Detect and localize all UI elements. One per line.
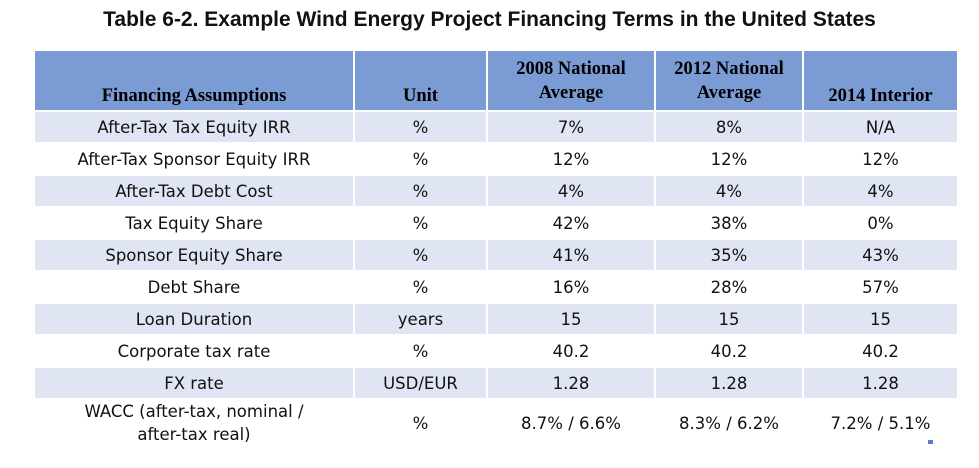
row-unit: %	[353, 142, 488, 176]
table-row: FX rate USD/EUR 1.28 1.28 1.28	[33, 366, 959, 400]
cell-2008: 40.2	[486, 334, 656, 368]
row-label-line1: WACC (after-tax, nominal /	[84, 402, 304, 421]
header-2008-line2: Average	[538, 82, 604, 103]
row-label: WACC (after-tax, nominal / after-tax rea…	[33, 398, 355, 448]
row-label: Sponsor Equity Share	[33, 238, 355, 272]
row-label: After-Tax Sponsor Equity IRR	[33, 142, 355, 176]
row-unit: years	[353, 302, 488, 336]
cell-2012: 4%	[654, 174, 804, 208]
table-title: Table 6-2. Example Wind Energy Project F…	[103, 8, 876, 31]
row-unit: %	[353, 174, 488, 208]
cell-2014: 1.28	[802, 366, 959, 400]
table-row: Corporate tax rate % 40.2 40.2 40.2	[33, 334, 959, 368]
table-row: Debt Share % 16% 28% 57%	[33, 270, 959, 304]
row-label: Tax Equity Share	[33, 206, 355, 240]
table-row: After-Tax Debt Cost % 4% 4% 4%	[33, 174, 959, 208]
cell-2012: 12%	[654, 142, 804, 176]
row-unit: %	[353, 110, 488, 144]
cell-2012: 1.28	[654, 366, 804, 400]
header-financing-assumptions: Financing Assumptions	[33, 49, 355, 112]
row-unit: %	[353, 238, 488, 272]
cell-2014: 12%	[802, 142, 959, 176]
header-row: Financing Assumptions Unit 2008 National…	[33, 49, 959, 112]
row-label-line2: after-tax real)	[137, 425, 251, 444]
cell-2014: 4%	[802, 174, 959, 208]
cell-2008: 15	[486, 302, 656, 336]
row-label: After-Tax Debt Cost	[33, 174, 355, 208]
header-unit: Unit	[353, 49, 488, 112]
table-row: WACC (after-tax, nominal / after-tax rea…	[33, 398, 959, 448]
table-row: After-Tax Tax Equity IRR % 7% 8% N/A	[33, 110, 959, 144]
cell-2012: 38%	[654, 206, 804, 240]
cell-2012: 8.3% / 6.2%	[654, 398, 804, 448]
cell-2008: 12%	[486, 142, 656, 176]
cell-2008: 41%	[486, 238, 656, 272]
row-unit: %	[353, 270, 488, 304]
cell-2008: 42%	[486, 206, 656, 240]
cell-2012: 40.2	[654, 334, 804, 368]
cell-2014: 43%	[802, 238, 959, 272]
cell-2012: 35%	[654, 238, 804, 272]
table-row: Loan Duration years 15 15 15	[33, 302, 959, 336]
row-label: Debt Share	[33, 270, 355, 304]
corner-mark	[928, 440, 933, 444]
header-2008-national-average: 2008 National Average	[486, 49, 656, 112]
cell-2008: 16%	[486, 270, 656, 304]
cell-2012: 8%	[654, 110, 804, 144]
header-2012-national-average: 2012 National Average	[654, 49, 804, 112]
cell-2012: 28%	[654, 270, 804, 304]
table-row: Sponsor Equity Share % 41% 35% 43%	[33, 238, 959, 272]
cell-2014: 0%	[802, 206, 959, 240]
cell-2014: 57%	[802, 270, 959, 304]
row-unit: %	[353, 334, 488, 368]
financing-terms-table: Financing Assumptions Unit 2008 National…	[33, 49, 959, 448]
table-row: After-Tax Sponsor Equity IRR % 12% 12% 1…	[33, 142, 959, 176]
row-label: Loan Duration	[33, 302, 355, 336]
header-2014-interior: 2014 Interior	[802, 49, 959, 112]
row-label: Corporate tax rate	[33, 334, 355, 368]
cell-2008: 1.28	[486, 366, 656, 400]
table-row: Tax Equity Share % 42% 38% 0%	[33, 206, 959, 240]
row-label: FX rate	[33, 366, 355, 400]
cell-2014: 40.2	[802, 334, 959, 368]
row-label: After-Tax Tax Equity IRR	[33, 110, 355, 144]
cell-2008: 4%	[486, 174, 656, 208]
row-unit: %	[353, 206, 488, 240]
row-unit: USD/EUR	[353, 366, 488, 400]
header-2008-line1: 2008 National	[516, 58, 626, 79]
cell-2012: 15	[654, 302, 804, 336]
cell-2014: 7.2% / 5.1%	[802, 398, 959, 448]
header-2012-line2: Average	[696, 82, 762, 103]
cell-2008: 8.7% / 6.6%	[486, 398, 656, 448]
cell-2014: 15	[802, 302, 959, 336]
row-unit: %	[353, 398, 488, 448]
header-2012-line1: 2012 National	[674, 58, 784, 79]
cell-2008: 7%	[486, 110, 656, 144]
cell-2014: N/A	[802, 110, 959, 144]
